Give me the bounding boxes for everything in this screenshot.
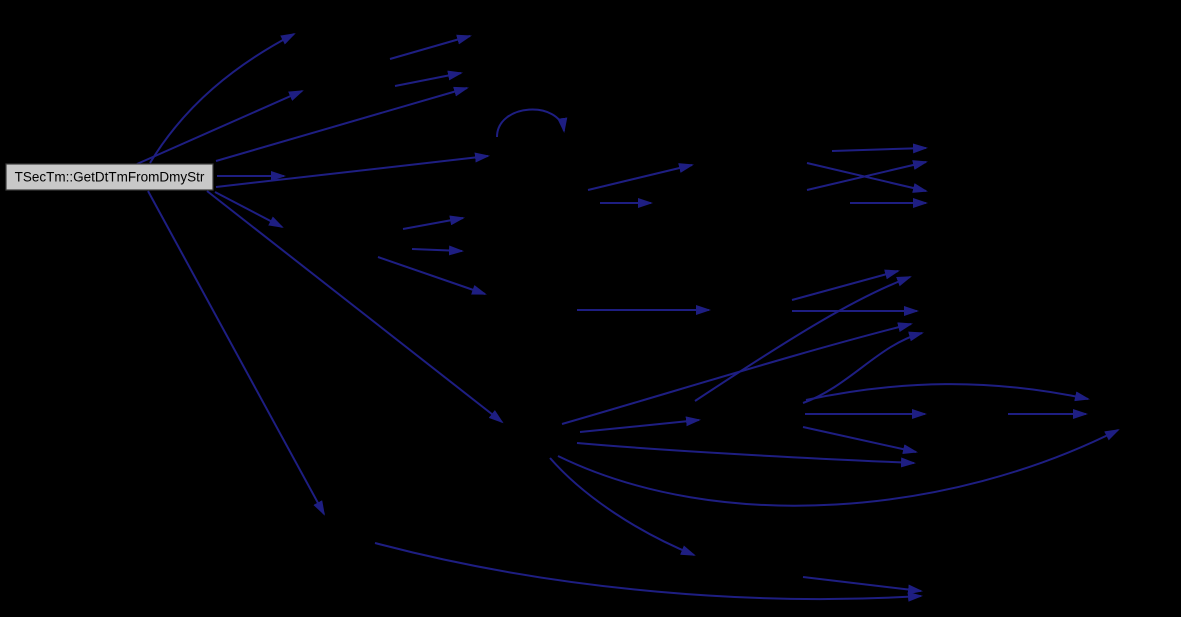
- edges-layer: [136, 33, 1120, 602]
- call-edge: [377, 256, 487, 295]
- call-edge: [587, 163, 694, 191]
- call-edge: [802, 576, 923, 595]
- call-edge: [214, 191, 284, 228]
- call-edge: [579, 416, 701, 433]
- call-edge: [394, 70, 463, 87]
- call-edge: [802, 331, 924, 404]
- call-edge: [496, 108, 568, 138]
- call-edge: [206, 190, 504, 424]
- call-edge: [411, 245, 464, 256]
- call-edge: [389, 34, 472, 60]
- root-node-box[interactable]: [5, 163, 214, 191]
- call-edge: [802, 426, 918, 455]
- call-edge: [557, 429, 1120, 507]
- call-edge: [694, 276, 912, 402]
- call-edge: [576, 442, 916, 468]
- call-edge: [215, 152, 490, 188]
- root-node-label: TSecTm::GetDtTmFromDmyStr: [15, 170, 205, 185]
- call-edge: [374, 542, 923, 602]
- call-edge: [806, 160, 928, 191]
- call-edge: [805, 383, 1090, 402]
- call-edge: [402, 215, 465, 230]
- call-edge: [791, 269, 900, 301]
- root-node[interactable]: TSecTm::GetDtTmFromDmyStr: [5, 163, 214, 191]
- call-edge: [147, 190, 325, 516]
- call-edge: [549, 457, 696, 556]
- call-edge: [215, 86, 469, 162]
- call-edge: [831, 143, 928, 154]
- call-edge: [136, 90, 304, 165]
- call-edge: [149, 33, 296, 164]
